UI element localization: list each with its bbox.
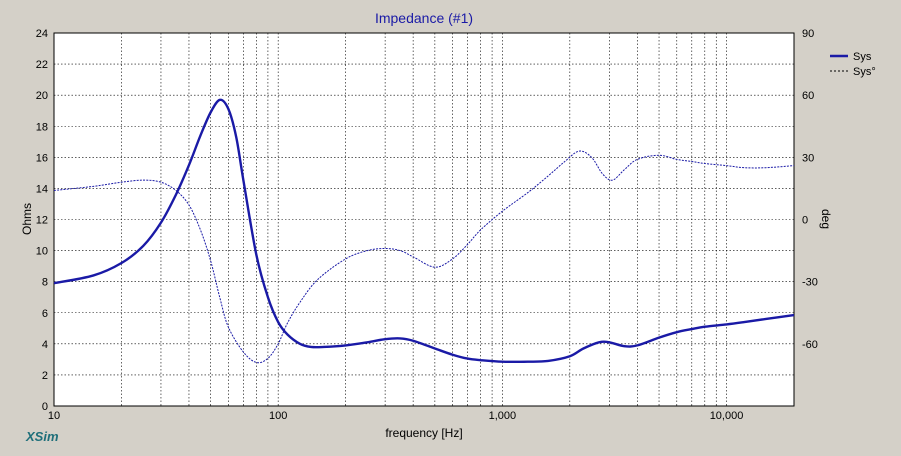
x-tick-label: 10 <box>48 410 60 422</box>
y-tick-label: 12 <box>36 215 48 227</box>
legend: Sys Sys° <box>830 51 876 78</box>
y-tick-label: 22 <box>36 59 48 71</box>
y-tick-label: 8 <box>42 277 48 289</box>
y-tick-label: 6 <box>42 308 48 320</box>
y-tick-label: 4 <box>42 339 48 351</box>
legend-label: Sys° <box>853 66 876 78</box>
x-tick-label: 10,000 <box>710 410 744 422</box>
chart-title: Impedance (#1) <box>375 10 473 26</box>
series-layer <box>53 98 795 364</box>
plot-area <box>53 32 795 407</box>
y2-tick-label: -30 <box>802 277 818 289</box>
y2-tick-label: 0 <box>802 215 808 227</box>
y2-tick-label: 60 <box>802 90 814 102</box>
xsim-brand-logo: XSim <box>25 429 59 444</box>
x-axis-label: frequency [Hz] <box>385 426 462 440</box>
y-tick-label: 16 <box>36 152 48 164</box>
y-tick-label: 14 <box>36 183 48 195</box>
y-tick-label: 24 <box>36 28 48 40</box>
y-tick-label: 2 <box>42 370 48 382</box>
series-line-sys-magnitude <box>53 98 795 364</box>
x-tick-label: 100 <box>269 410 287 422</box>
y-tick-label: 10 <box>36 246 48 258</box>
series-line-sys-phase <box>53 150 795 364</box>
y2-tick-label: -60 <box>802 339 818 351</box>
y-tick-label: 0 <box>42 401 48 413</box>
y2-axis-label: deg <box>819 209 833 229</box>
x-tick-label: 1,000 <box>489 410 517 422</box>
legend-label: Sys <box>853 51 872 63</box>
y2-tick-label: 90 <box>802 28 814 40</box>
y2-tick-label: 30 <box>802 152 814 164</box>
y-tick-label: 18 <box>36 121 48 133</box>
y-axis-label: Ohms <box>20 203 34 235</box>
y-tick-label: 20 <box>36 90 48 102</box>
